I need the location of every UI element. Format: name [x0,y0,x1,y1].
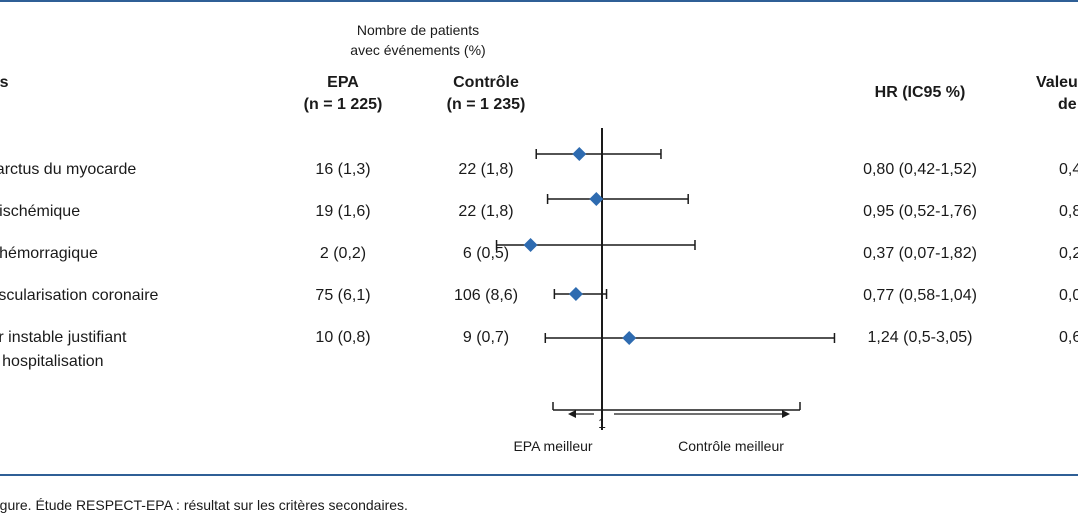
control-value: 9 (0,7) [462,329,510,346]
column-header-control-n: (n = 1 235) [446,96,526,113]
events-group-header-line1: Nombre de patients [356,22,480,38]
control-value: 6 (0,5) [462,245,510,262]
control-value: 22 (1,8) [458,161,514,178]
top-rule [0,0,1078,2]
column-header-p-line1: Valeur [1036,74,1078,91]
column-header-hr: HR (IC95 %) [874,84,966,101]
epa-value: 19 (1,6) [315,203,371,220]
column-header-epa: EPA [327,74,359,91]
column-header-epa-n: (n = 1 225) [303,96,383,113]
axis-reference-label: 1 [598,415,606,431]
hr-point [622,331,637,345]
hr-value: 0,77 (0,58-1,04) [863,287,977,304]
column-header-criteria: Critères [0,74,9,91]
row-label: AVC ischémique [0,203,81,220]
control-value: 22 (1,8) [458,203,514,220]
row-label: Infarctus du myocarde [0,161,137,178]
p-value: 0,49 [1059,161,1078,178]
arrow-left-head [568,410,576,418]
axis-right-label: Contrôle meilleur [678,438,784,454]
hr-point [568,287,583,301]
bottom-rule [0,474,1078,476]
hr-value: 0,37 (0,07-1,82) [863,245,977,262]
row-label: AVC hémorragique [0,245,98,262]
column-header-p-line2: de p [1058,96,1078,113]
hr-value: 1,24 (0,5-3,05) [867,329,973,346]
epa-value: 16 (1,3) [315,161,371,178]
column-header-control: Contrôle [453,74,519,91]
p-value: 0,64 [1059,329,1078,346]
hr-point [523,238,538,252]
epa-value: 10 (0,8) [315,329,371,346]
control-value: 106 (8,6) [453,287,519,304]
figure-caption: Figure. Étude RESPECT-EPA : résultat sur… [0,497,408,513]
hr-point [589,192,604,206]
p-value: 0,88 [1059,203,1078,220]
p-value: 0,22 [1059,245,1078,262]
events-group-header-line2: avec événements (%) [350,42,486,58]
row-label: Angor instable justifiant [0,329,127,346]
row-label-line2: une hospitalisation [0,353,104,370]
axis-left-label: EPA meilleur [513,438,593,454]
epa-value: 75 (6,1) [315,287,371,304]
arrow-right-head [782,410,790,418]
hr-value: 0,95 (0,52-1,76) [863,203,977,220]
epa-value: 2 (0,2) [319,245,367,262]
p-value: 0,09 [1059,287,1078,304]
hr-point [572,147,587,161]
hr-value: 0,80 (0,42-1,52) [863,161,977,178]
row-label: Revascularisation coronaire [0,287,159,304]
